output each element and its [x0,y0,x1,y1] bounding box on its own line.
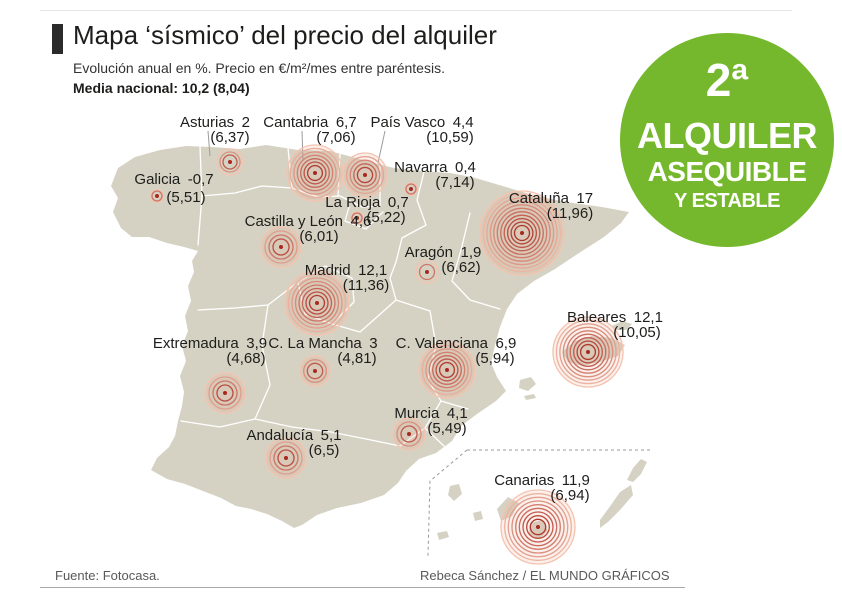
island-la-palma [448,484,462,501]
leader-line-asturias [207,130,211,157]
seismic-marker-navarra [404,182,418,196]
region-label-baleares: Baleares 12,1 [567,309,663,326]
seismic-markers [150,144,624,565]
author-credit: Rebeca Sánchez / EL MUNDO GRÁFICOS [420,568,670,583]
badge-line-asequible: ASEQUIBLE [647,156,807,187]
region-label-catalu-a: Cataluña 17 [508,190,594,207]
seismic-marker-arag-n [415,260,439,284]
island-fuerteventura [600,485,633,528]
seismic-marker-madrid [284,270,350,336]
region-label-castilla-y-le-n: Castilla y León 4,6 [244,213,372,230]
island-la-gomera [473,511,483,521]
title-accent-bar [52,24,63,54]
region-price-castilla-y-le-n: (6,01) [299,228,339,245]
region-price-c-valenciana: (5,94) [475,350,515,367]
seismic-marker-pa-s-vasco [342,152,388,198]
region-label-arag-n: Aragón 1,9 [404,244,482,261]
badge-rank: 2ª [705,54,749,106]
seismic-marker-la-rioja [350,211,364,225]
region-price-arag-n: (6,62) [441,259,481,276]
region-price-catalu-a: (11,96) [546,205,594,222]
region-label-la-rioja: La Rioja 0,7 [325,194,409,211]
seismic-marker-extremadura [204,372,246,414]
seismic-marker-castilla-y-le-n [260,226,302,268]
island-el-hierro [437,531,449,540]
seismic-marker-asturias [216,148,244,176]
island-formentera [524,394,536,400]
region-label-canarias: Canarias 11,9 [494,472,590,489]
seismic-marker-c-valenciana [418,341,476,399]
header: Mapa ‘sísmico’ del precio del alquiler [52,20,497,54]
seismic-marker-baleares [552,316,624,388]
region-price-canarias: (6,94) [550,487,590,504]
canarias-inset-frame [427,449,652,557]
region-label-c-la-mancha: C. La Mancha 3 [268,335,378,352]
island-mallorca [562,336,625,366]
seismic-marker-andaluc-a [265,437,307,479]
page-title: Mapa ‘sísmico’ del precio del alquiler [73,20,497,50]
region-label-extremadura: Extremadura 3,9 [152,335,268,352]
region-label-pa-s-vasco: País Vasco 4,4 [370,114,474,131]
region-price-pa-s-vasco: (10,59) [426,129,474,146]
island-lanzarote [627,459,647,482]
region-price-galicia: (5,51) [166,189,206,206]
region-price-navarra: (7,14) [435,174,475,191]
top-divider [40,10,792,11]
seismic-marker-murcia [392,417,426,451]
region-label-asturias: Asturias 2 [179,114,251,131]
island-menorca [612,321,632,330]
seismic-marker-cantabria [286,144,344,202]
region-label-murcia: Murcia 4,1 [394,405,468,422]
region-price-la-rioja: (5,22) [366,209,406,226]
badge-line-estable: Y ESTABLE [674,190,780,212]
region-label-navarra: Navarra 0,4 [394,159,476,176]
seismic-marker-catalu-a [479,190,565,276]
national-average: Media nacional: 10,2 (8,04) [73,80,250,96]
region-label-c-valenciana: C. Valenciana 6,9 [395,335,517,352]
island-gran-canaria [529,520,548,539]
region-price-asturias: (6,37) [210,129,250,146]
seismic-marker-c-la-mancha [299,355,331,387]
region-price-c-la-mancha: (4,81) [337,350,377,367]
landmass [111,145,647,540]
region-price-cantabria: (7,06) [316,129,356,146]
seismic-marker-galicia [150,189,164,203]
region-label-cantabria: Cantabria 6,7 [263,114,357,131]
region-price-murcia: (5,49) [427,420,467,437]
badge-alquiler-asequible: 2ª ALQUILER ASEQUIBLE Y ESTABLE [620,33,834,247]
source-credit: Fuente: Fotocasa. [55,568,160,583]
region-price-extremadura: (4,68) [226,350,266,367]
footer-divider [40,587,685,588]
badge-line-alquiler: ALQUILER [637,115,818,156]
mainland-spain-shape [111,145,629,528]
region-price-baleares: (10,05) [613,324,661,341]
island-ibiza [519,377,536,391]
region-label-andaluc-a: Andalucía 5,1 [246,427,342,444]
region-label-galicia: Galicia -0,7 [134,171,214,188]
region-price-andaluc-a: (6,5) [308,442,340,459]
region-price-madrid: (11,36) [342,277,390,294]
subtitle: Evolución anual en %. Precio en €/m²/mes… [73,60,445,76]
seismic-marker-canarias [500,489,576,565]
region-label-madrid: Madrid 12,1 [304,262,388,279]
